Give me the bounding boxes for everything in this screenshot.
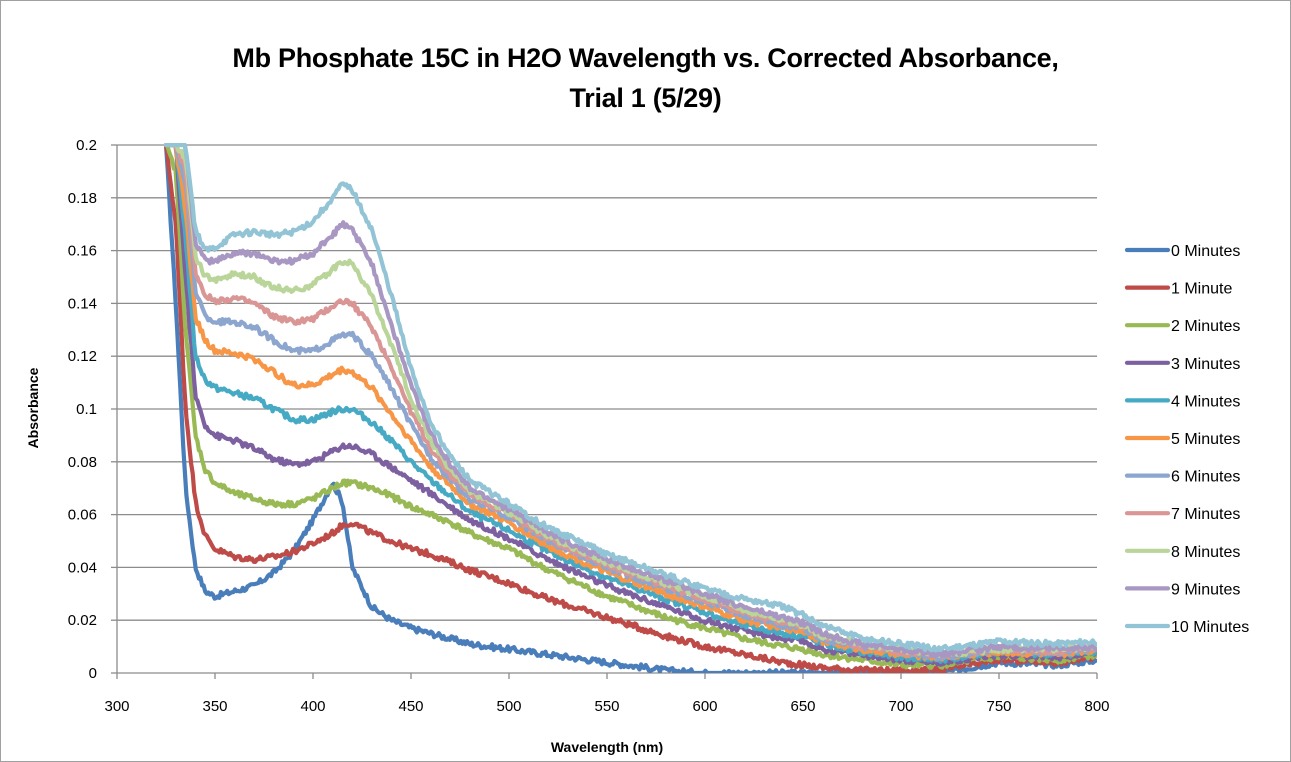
chart-title: Mb Phosphate 15C in H2O Wavelength vs. C… [0,38,1291,118]
chart-title-line-1: Mb Phosphate 15C in H2O Wavelength vs. C… [232,43,1059,73]
legend-label: 8 Minutes [1171,544,1240,561]
series-line-1-minute [163,143,1097,673]
legend-label: 9 Minutes [1171,581,1240,598]
y-tick-label: 0.06 [68,507,97,524]
x-axis-title: Wavelength (nm) [551,739,663,755]
legend-item: 4 Minutes [1124,393,1240,410]
y-tick-label: 0.08 [68,454,97,471]
x-tick-label: 550 [594,698,619,715]
y-tick-label: 0.18 [68,190,97,207]
legend-item: 7 Minutes [1124,506,1240,523]
legend-item: 9 Minutes [1124,581,1240,598]
legend-label: 4 Minutes [1171,393,1240,410]
axes [111,144,1098,679]
legend-label: 3 Minutes [1171,356,1240,373]
series-line-3-minutes [163,143,1097,667]
x-tick-label: 350 [202,698,227,715]
series-lines [163,143,1097,673]
x-tick-label: 800 [1084,698,1109,715]
legend-item: 2 Minutes [1124,318,1240,335]
legend-item: 5 Minutes [1124,431,1240,448]
legend-label: 5 Minutes [1171,431,1240,448]
y-tick-label: 0.04 [68,559,97,576]
gridlines [117,144,1097,621]
y-tick-label: 0 [89,665,97,682]
x-tick-label: 400 [300,698,325,715]
y-tick-labels: 0 0.02 0.04 0.06 0.08 0.1 0.12 0.14 0.16 0.18 0.2 [68,137,97,682]
x-tick-label: 750 [986,698,1011,715]
y-tick-label: 0.1 [76,401,97,418]
legend: 0 Minutes 1 Minute 2 Minutes 3 Minutes 4 Min… [1124,243,1249,636]
x-tick-label: 450 [398,698,423,715]
y-tick-label: 0.14 [68,295,97,312]
legend-item: 8 Minutes [1124,544,1240,561]
x-tick-label: 500 [496,698,521,715]
series-line-10-minutes [163,143,1097,653]
legend-label: 2 Minutes [1171,318,1240,335]
y-tick-label: 0.16 [68,243,97,260]
legend-label: 7 Minutes [1171,506,1240,523]
y-tick-label: 0.02 [68,612,97,629]
legend-label: 10 Minutes [1171,619,1249,636]
legend-label: 0 Minutes [1171,243,1240,260]
legend-item: 6 Minutes [1124,469,1240,486]
x-tick-labels: 300 350 400 450 500 550 600 650 700 750 800 [104,698,1109,715]
legend-item: 3 Minutes [1124,356,1240,373]
legend-item: 10 Minutes [1124,619,1249,636]
chart-title-line-2: Trial 1 (5/29) [569,83,722,113]
y-tick-label: 0.12 [68,348,97,365]
legend-label: 1 Minute [1171,281,1232,298]
x-tick-label: 300 [104,698,129,715]
x-tick-label: 600 [692,698,717,715]
series-line-4-minutes [163,143,1097,664]
x-tick-label: 650 [790,698,815,715]
series-line-9-minutes [163,143,1097,659]
y-tick-label: 0.2 [76,137,97,154]
y-axis-title: Absorbance [25,367,41,448]
legend-label: 6 Minutes [1171,469,1240,486]
x-tick-label: 700 [888,698,913,715]
legend-item: 1 Minute [1124,281,1232,298]
legend-item: 0 Minutes [1124,243,1240,260]
series-line-2-minutes [163,143,1097,670]
